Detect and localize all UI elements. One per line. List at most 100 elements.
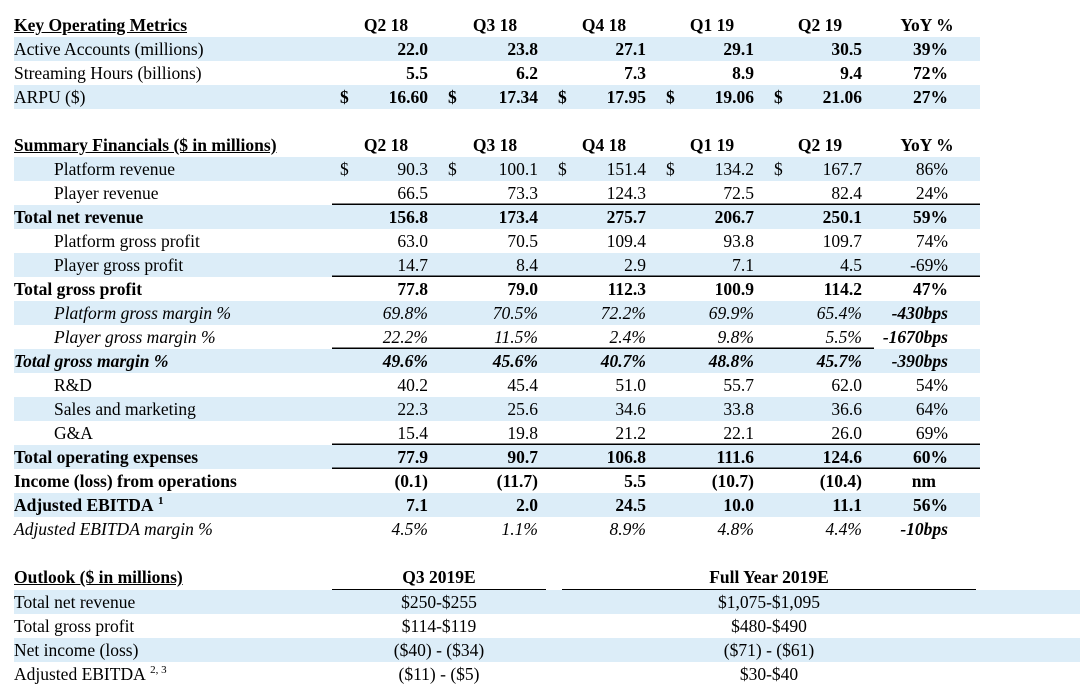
cell-value: 90.7 (440, 445, 550, 469)
yoy-value: 72% (913, 63, 948, 83)
currency-symbol: $ (448, 159, 457, 179)
row-label: Total gross margin % (14, 349, 332, 373)
cell-value: 9.4 (840, 63, 862, 83)
row-label: Total gross profit (14, 616, 135, 636)
cell-value: $21.06 (766, 85, 874, 109)
yoy-value: -390bps (874, 349, 980, 373)
yoy-value: -69% (874, 253, 980, 277)
outlook-table: Outlook ($ in millions) Q3 2019E Full Ye… (14, 565, 1080, 686)
cell-value: (10.7) (711, 471, 754, 491)
cell-value: 4.5 (766, 253, 874, 277)
row-label: Streaming Hours (billions) (14, 63, 202, 83)
column-header: Full Year 2019E (562, 565, 976, 590)
cell-value: 45.6% (440, 349, 550, 373)
cell-value: 2.9 (550, 253, 658, 277)
row-label: Active Accounts (millions) (14, 37, 332, 61)
yoy-value: 47% (913, 279, 948, 299)
column-header: YoY % (900, 15, 954, 35)
column-header: Q3 18 (472, 15, 518, 35)
column-gap (546, 565, 562, 590)
cell-value: 109.7 (822, 231, 862, 251)
table-row: Player gross margin % 22.2% 11.5% 2.4% 9… (14, 325, 980, 349)
yoy-value: 24% (874, 181, 980, 205)
cell-value: 22.3 (332, 397, 440, 421)
cell-value: 48.8% (658, 349, 766, 373)
cell-value: 275.7 (550, 205, 658, 229)
column-header: Q2 18 (363, 135, 409, 155)
cell-value: 21.2 (550, 421, 658, 445)
table-row: Total operating expenses 77.9 90.7 106.8… (14, 445, 980, 469)
yoy-value: 86% (874, 157, 980, 181)
table-row: Total gross profit 77.8 79.0 112.3 100.9… (14, 277, 980, 301)
filler (976, 662, 1080, 686)
cell-value: 8.9% (609, 519, 646, 539)
cell-value: 2.0 (440, 493, 550, 517)
cell-value: $134.2 (658, 157, 766, 181)
cell-value: 27.1 (550, 37, 658, 61)
cell-value: 7.1 (658, 253, 766, 277)
cell-value: 6.2 (516, 63, 538, 83)
cell-value: 51.0 (615, 375, 646, 395)
cell-value: 40.2 (397, 375, 428, 395)
cell-value: 24.5 (550, 493, 658, 517)
filler (976, 614, 1080, 638)
cell-value: 63.0 (397, 231, 428, 251)
cell-value: 106.8 (550, 445, 658, 469)
cell-value: 22.2% (332, 325, 440, 349)
row-label: Total gross profit (14, 279, 143, 299)
row-label: Player revenue (54, 183, 159, 203)
row-label: R&D (54, 375, 92, 395)
table-row: Platform revenue $90.3 $100.1 $151.4 $13… (14, 157, 980, 181)
cell-value: 82.4 (766, 181, 874, 205)
cell-value: $100.1 (440, 157, 550, 181)
cell-number: 151.4 (606, 159, 646, 179)
footnote-marker: 1 (157, 495, 164, 507)
column-header: Q1 19 (689, 15, 735, 35)
cell-value: $30-$40 (739, 664, 799, 684)
cell-value: 79.0 (507, 279, 538, 299)
summary-header: Summary Financials ($ in millions) Q2 18… (14, 133, 980, 157)
cell-value: 11.5% (440, 325, 550, 349)
cell-value: 72.2% (550, 301, 658, 325)
cell-number: 167.7 (822, 159, 862, 179)
filler (976, 565, 1080, 590)
cell-value: 73.3 (440, 181, 550, 205)
section-title: Outlook ($ in millions) (14, 567, 183, 588)
column-header: Q1 19 (689, 135, 735, 155)
cell-number: 19.06 (714, 87, 754, 107)
cell-value: 1.1% (501, 519, 538, 539)
cell-value: 8.4 (440, 253, 550, 277)
row-label: ARPU ($) (14, 85, 332, 109)
cell-value: $167.7 (766, 157, 874, 181)
section-title: Summary Financials ($ in millions) (14, 135, 277, 155)
cell-value: 70.5% (440, 301, 550, 325)
cell-value: 5.5 (624, 471, 646, 491)
yoy-value: 27% (874, 85, 980, 109)
yoy-value: 39% (874, 37, 980, 61)
cell-value: 30.5 (766, 37, 874, 61)
cell-value: 8.9 (732, 63, 754, 83)
cell-number: 16.60 (388, 87, 428, 107)
row-label-text: Adjusted EBITDA (14, 495, 154, 515)
cell-value: 69.9% (658, 301, 766, 325)
cell-value: 124.6 (766, 445, 874, 469)
currency-symbol: $ (666, 87, 675, 107)
table-row: Adjusted EBITDA 2, 3 ($11) - ($5) $30-$4… (14, 662, 1080, 686)
cell-value: 62.0 (831, 375, 862, 395)
yoy-value: 74% (915, 231, 948, 251)
column-header: Q2 19 (797, 15, 843, 35)
cell-value: 77.8 (397, 279, 428, 299)
row-label-text: Adjusted EBITDA (14, 664, 146, 684)
row-label: Adjusted EBITDA margin % (14, 519, 213, 539)
cell-value: ($40) - ($34) (332, 638, 546, 662)
cell-value: $1,075-$1,095 (562, 589, 976, 614)
cell-number: 17.95 (606, 87, 646, 107)
currency-symbol: $ (448, 87, 457, 107)
cell-value: 22.0 (332, 37, 440, 61)
cell-value: 2.4% (550, 325, 658, 349)
row-label: Total net revenue (14, 205, 332, 229)
cell-value: 111.6 (658, 445, 766, 469)
key-metrics-table: Key Operating Metrics Q2 18 Q3 18 Q4 18 … (14, 13, 980, 109)
yoy-value: nm (911, 471, 936, 491)
cell-value: 66.5 (332, 181, 440, 205)
